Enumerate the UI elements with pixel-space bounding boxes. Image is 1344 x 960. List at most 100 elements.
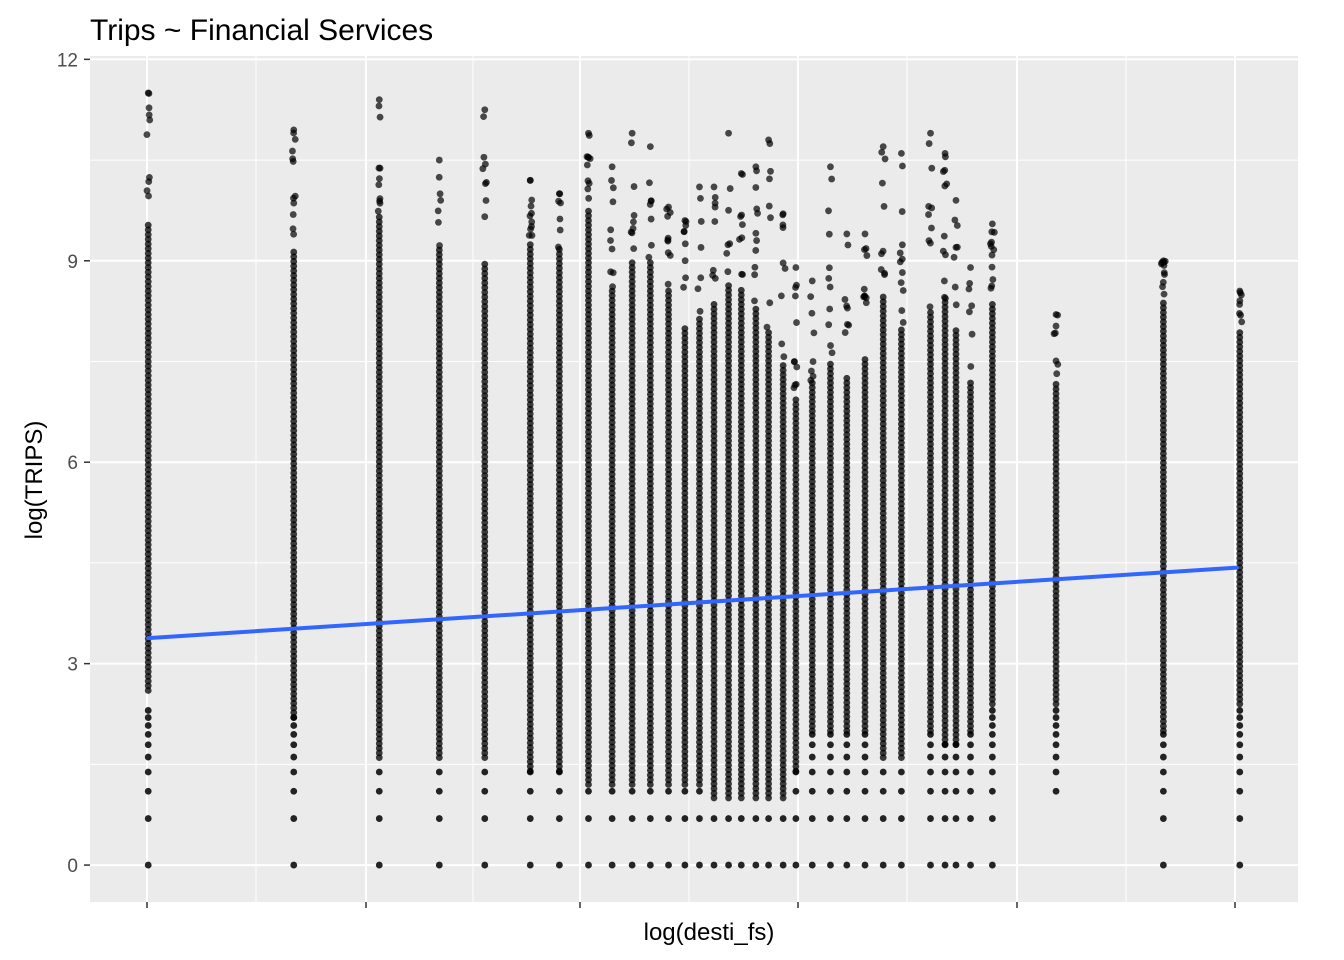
data-point — [628, 611, 636, 619]
data-point — [290, 328, 298, 336]
data-point — [608, 301, 616, 309]
data-point — [375, 218, 383, 226]
data-point — [844, 241, 852, 249]
data-point — [145, 111, 153, 119]
data-point — [481, 439, 489, 447]
data-point — [481, 726, 489, 733]
data-point — [710, 362, 718, 369]
data-point — [608, 663, 616, 671]
data-point — [555, 748, 563, 756]
data-point — [290, 253, 298, 261]
data-point — [665, 395, 672, 403]
data-point — [585, 259, 592, 267]
data-point — [665, 654, 672, 661]
data-point — [608, 668, 616, 676]
data-point — [481, 787, 489, 795]
data-point — [435, 641, 443, 649]
data-point — [555, 636, 563, 643]
data-point — [941, 787, 949, 795]
data-point — [435, 636, 443, 644]
data-point — [881, 155, 889, 163]
data-point — [555, 405, 563, 413]
data-point — [696, 781, 703, 788]
data-point — [725, 766, 732, 774]
data-point — [779, 210, 787, 218]
data-point — [481, 467, 489, 475]
data-point — [526, 815, 534, 822]
data-point — [710, 573, 718, 581]
data-point — [585, 597, 592, 605]
data-point — [585, 616, 592, 624]
data-point — [144, 555, 152, 563]
data-point — [843, 787, 851, 795]
data-point — [526, 410, 534, 418]
data-point — [144, 311, 152, 318]
data-point — [724, 268, 732, 276]
data-point — [144, 466, 152, 473]
data-point — [681, 861, 689, 869]
data-point — [290, 714, 298, 721]
data-point — [843, 753, 851, 761]
data-point — [696, 787, 703, 795]
data-point — [375, 744, 383, 752]
data-point — [555, 692, 563, 700]
data-point — [585, 508, 592, 516]
data-point — [988, 787, 996, 795]
data-point — [481, 274, 489, 282]
data-point — [777, 292, 785, 300]
point-column-2 — [374, 96, 384, 869]
data-point — [646, 268, 654, 276]
data-point — [481, 556, 489, 564]
data-point — [710, 413, 718, 421]
data-point — [526, 245, 534, 253]
data-point — [526, 546, 534, 554]
data-point — [555, 335, 563, 343]
data-point — [646, 564, 654, 572]
data-point — [144, 508, 152, 516]
data-point — [681, 701, 689, 708]
data-point — [290, 610, 298, 618]
data-point — [665, 466, 672, 473]
data-point — [555, 730, 563, 737]
data-point — [375, 223, 383, 230]
data-point — [665, 297, 672, 304]
data-point — [144, 513, 152, 520]
data-point — [861, 731, 869, 738]
data-point — [290, 587, 298, 594]
data-point — [792, 787, 800, 795]
data-point — [665, 442, 672, 450]
data-point — [827, 360, 834, 368]
data-point — [925, 211, 932, 218]
data-point — [526, 339, 534, 347]
data-point — [481, 387, 489, 395]
data-point — [585, 221, 592, 229]
data-point — [375, 702, 383, 710]
data-point — [608, 583, 616, 591]
data-point — [481, 730, 489, 738]
data-point — [628, 362, 636, 370]
data-point — [555, 330, 563, 338]
data-point — [646, 278, 654, 285]
data-point — [628, 499, 636, 506]
data-point — [628, 663, 636, 671]
data-point — [375, 265, 383, 273]
data-point — [696, 687, 703, 694]
data-point — [681, 560, 689, 567]
data-point — [696, 579, 703, 586]
point-column-5 — [525, 176, 536, 869]
data-point — [646, 630, 654, 638]
data-point — [435, 716, 443, 724]
data-point — [628, 673, 636, 680]
data-point — [375, 458, 383, 465]
data-point — [585, 311, 592, 318]
data-point — [481, 270, 489, 277]
data-point — [681, 691, 689, 699]
data-point — [696, 503, 703, 511]
data-point — [585, 705, 592, 713]
data-point — [1159, 283, 1166, 291]
data-point — [953, 243, 961, 251]
data-point — [646, 626, 654, 633]
data-point — [696, 409, 703, 417]
data-point — [481, 444, 489, 451]
data-point — [144, 259, 152, 267]
